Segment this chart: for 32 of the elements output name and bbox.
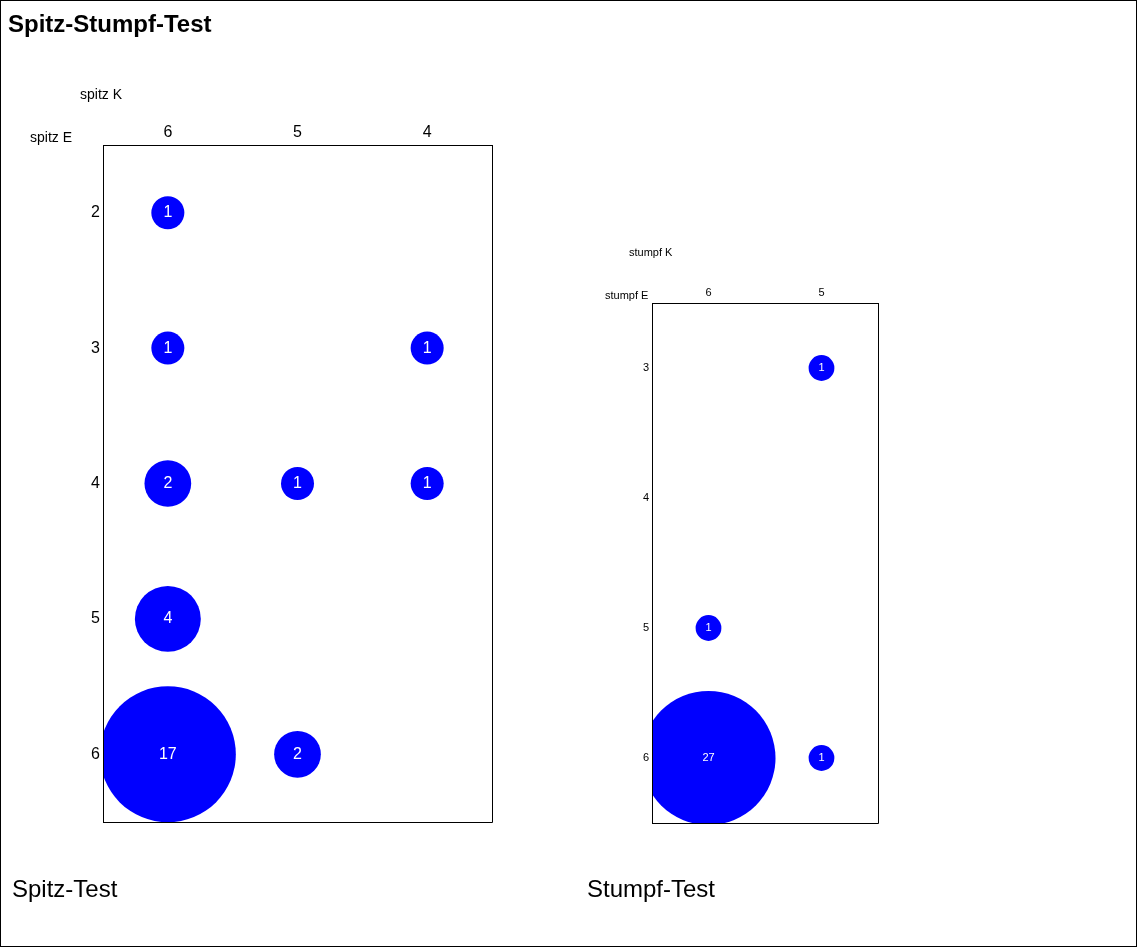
x-tick-label: 6 (163, 122, 173, 140)
annotation: 17 (158, 744, 177, 762)
y-tick-label: 5 (91, 609, 101, 627)
x-axis-title: stumpf K (629, 246, 674, 259)
y-tick-label: 3 (91, 338, 101, 356)
y-tick-label: 6 (91, 744, 101, 762)
annotation: 2 (293, 744, 303, 762)
text: Stumpf-Test (587, 875, 716, 903)
y-tick-label: 6 (642, 751, 649, 764)
chart-title: Spitz-Stumpf-Test (8, 10, 212, 38)
annotation: 4 (163, 609, 173, 627)
annotation: 1 (818, 361, 825, 374)
x-tick-label: 5 (293, 122, 303, 140)
annotation: 1 (818, 751, 825, 764)
y-axis-title: spitz E (30, 128, 73, 145)
y-tick-label: 5 (642, 621, 649, 634)
x-axis-title: spitz K (80, 85, 123, 102)
x-tick-label: 4 (422, 122, 432, 140)
annotation: 1 (293, 473, 303, 491)
annotation: 1 (163, 338, 173, 356)
text: Spitz-Test (12, 875, 118, 903)
y-tick-label: 4 (91, 473, 101, 491)
annotation: 27 (702, 751, 715, 764)
annotation: 1 (422, 338, 432, 356)
annotation: 2 (163, 473, 173, 491)
y-axis-title: stumpf E (605, 289, 649, 302)
y-tick-label: 3 (642, 361, 649, 374)
annotation: 1 (422, 473, 432, 491)
annotation: 1 (163, 203, 173, 221)
y-tick-label: 4 (642, 491, 649, 504)
y-tick-label: 2 (91, 203, 101, 221)
annotation: 1 (705, 621, 712, 634)
